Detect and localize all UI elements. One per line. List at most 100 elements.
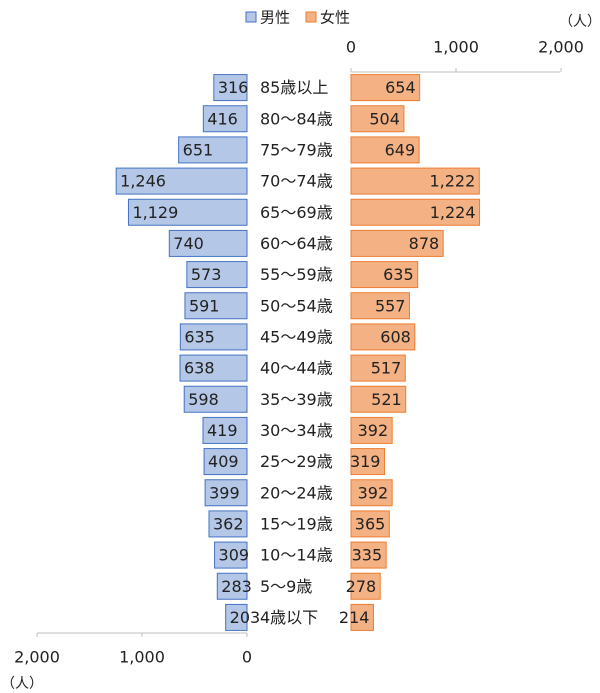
female-value-label: 654	[385, 78, 416, 97]
female-series: 654 504 649 1,222 1,224 878 635 557 608 517 521 392…	[339, 74, 481, 631]
male-value-label: 573	[191, 265, 222, 284]
male-bar	[204, 479, 248, 507]
female-tick-label: 1,000	[433, 38, 479, 57]
female-bar	[350, 198, 481, 226]
female-bar	[350, 105, 405, 133]
category-label: 15～19歳	[260, 514, 333, 533]
male-tick-label: 0	[242, 648, 252, 667]
female-bar	[350, 74, 421, 102]
female-bar	[350, 167, 480, 195]
male-unit-label: （人）	[1, 676, 43, 692]
category-label: 5～9歳	[260, 577, 312, 596]
male-value-label: 416	[207, 109, 238, 128]
female-axis: 0 1,000 2,000 （人）	[346, 14, 600, 73]
female-value-label: 365	[355, 514, 386, 533]
category-label: 75～79歳	[260, 140, 333, 159]
female-value-label: 392	[358, 483, 389, 502]
male-bar	[179, 354, 248, 382]
male-value-label: 409	[208, 452, 239, 471]
female-bar	[350, 448, 385, 476]
male-bar	[225, 603, 248, 631]
male-value-label: 203	[230, 608, 261, 627]
male-bar	[203, 448, 248, 476]
category-labels: 85歳以上 80～84歳 75～79歳 70～74歳 65～69歳 60～64歳 55～59…	[260, 78, 333, 627]
female-value-label: 521	[371, 390, 402, 409]
male-value-label: 591	[189, 296, 220, 315]
male-bar	[168, 229, 248, 257]
male-value-label: 283	[221, 577, 252, 596]
category-label: 20～24歳	[260, 483, 333, 502]
male-value-label: 598	[188, 390, 219, 409]
legend-swatch-female	[305, 11, 317, 23]
category-label: 80～84歳	[260, 109, 333, 128]
category-label: 70～74歳	[260, 172, 333, 191]
female-value-label: 608	[380, 327, 411, 346]
category-label: 25～29歳	[260, 452, 333, 471]
category-label: 50～54歳	[260, 296, 333, 315]
female-value-label: 649	[385, 140, 416, 159]
male-tick-label: 2,000	[14, 648, 60, 667]
category-label: 10～14歳	[260, 546, 333, 565]
male-bar	[186, 261, 248, 289]
male-value-label: 316	[218, 78, 249, 97]
female-value-label: 1,224	[430, 203, 476, 222]
female-bar	[350, 354, 406, 382]
male-series: 316 416 651 1,246 1,129 740 573 591 635 638 598 419…	[115, 74, 261, 631]
female-value-label: 214	[339, 608, 370, 627]
category-label: 45～49歳	[260, 327, 333, 346]
category-label: 65～69歳	[260, 203, 333, 222]
male-bar	[216, 572, 248, 600]
female-value-label: 878	[409, 234, 440, 253]
male-bar	[214, 541, 248, 569]
male-value-label: 740	[173, 234, 204, 253]
female-value-label: 517	[371, 359, 402, 378]
male-bar	[179, 323, 248, 351]
female-value-label: 635	[383, 265, 414, 284]
female-bar	[350, 510, 390, 538]
female-bar	[350, 541, 387, 569]
male-bar	[202, 416, 248, 444]
category-label: 30～34歳	[260, 421, 333, 440]
male-bar	[115, 167, 248, 195]
category-label: 60～64歳	[260, 234, 333, 253]
male-value-label: 635	[184, 327, 215, 346]
male-value-label: 1,129	[132, 203, 178, 222]
male-axis: 2,000 1,000 0 （人）	[1, 632, 252, 692]
male-value-label: 651	[183, 140, 214, 159]
male-bar	[213, 74, 248, 102]
legend-label-female: 女性	[320, 9, 350, 27]
male-value-label: 399	[209, 483, 240, 502]
male-value-label: 1,246	[120, 172, 166, 191]
male-bar	[208, 510, 248, 538]
female-unit-label: （人）	[559, 14, 600, 30]
female-value-label: 319	[350, 452, 381, 471]
category-label: 85歳以上	[260, 78, 328, 97]
female-bar	[350, 572, 381, 600]
female-value-label: 557	[375, 296, 406, 315]
female-value-label: 1,222	[429, 172, 475, 191]
male-bar	[183, 385, 248, 413]
female-tick-label: 0	[346, 38, 356, 57]
male-bar	[127, 198, 248, 226]
male-value-label: 638	[184, 359, 215, 378]
legend-swatch-male	[245, 11, 257, 23]
male-value-label: 309	[219, 546, 250, 565]
female-bar	[350, 603, 374, 631]
female-bar	[350, 229, 444, 257]
legend-label-male: 男性	[260, 9, 290, 27]
male-value-label: 362	[213, 514, 244, 533]
female-bar	[350, 261, 419, 289]
female-value-label: 335	[352, 546, 383, 565]
female-bar	[350, 416, 393, 444]
male-value-label: 419	[207, 421, 238, 440]
female-value-label: 392	[358, 421, 389, 440]
female-tick-label: 2,000	[538, 38, 584, 57]
female-bar	[350, 479, 393, 507]
category-label: 4歳以下	[260, 608, 318, 627]
female-bar	[350, 136, 420, 164]
category-label: 35～39歳	[260, 390, 333, 409]
category-label: 40～44歳	[260, 359, 333, 378]
female-bar	[350, 323, 416, 351]
legend: 男性 女性	[245, 9, 350, 27]
